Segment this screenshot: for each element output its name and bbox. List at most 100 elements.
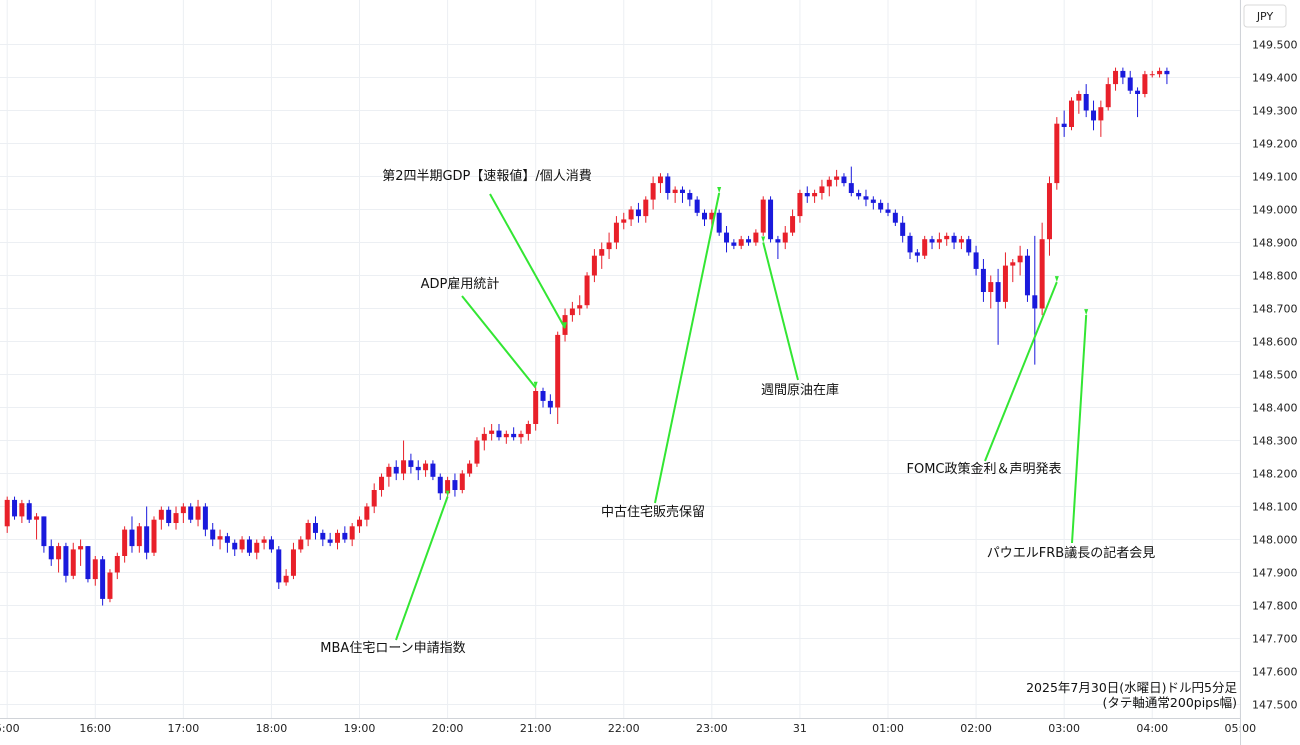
candle xyxy=(1142,70,1148,98)
y-tick-label: 147.700 xyxy=(1252,633,1298,646)
y-tick-label: 148.200 xyxy=(1252,468,1298,481)
candle xyxy=(1017,245,1023,276)
chart-caption-line2: (タテ軸通常200pips幅) xyxy=(1103,695,1237,710)
candle xyxy=(613,216,619,250)
annotation-label: パウエルFRB議長の記者会見 xyxy=(987,545,1155,561)
candle-body xyxy=(694,199,700,213)
candle-body xyxy=(151,519,157,553)
candle-body xyxy=(819,186,825,193)
candle-body xyxy=(1127,77,1133,91)
candle-body xyxy=(848,183,854,193)
candle xyxy=(951,232,957,250)
candle xyxy=(1135,87,1141,118)
candle xyxy=(650,176,656,210)
candle-body xyxy=(878,202,884,210)
candle-body xyxy=(914,252,920,256)
candle-body xyxy=(298,539,304,550)
candle-body xyxy=(503,433,509,438)
annotation-arrowhead xyxy=(717,187,722,193)
candle-body xyxy=(966,239,972,253)
x-tick-label: 20:00 xyxy=(432,722,464,735)
candle xyxy=(408,453,414,474)
candle-body xyxy=(136,526,142,547)
candle xyxy=(195,499,201,527)
candle-body xyxy=(379,476,385,490)
annotation-arrowhead xyxy=(1054,276,1059,283)
candle-body xyxy=(665,176,671,193)
candle xyxy=(1054,117,1060,190)
annotation-arrowhead xyxy=(563,322,568,329)
candle-body xyxy=(19,503,25,517)
candle-body xyxy=(907,235,913,253)
currency-label-box: JPY xyxy=(1243,4,1287,28)
candle xyxy=(1164,67,1170,85)
candle-body xyxy=(1017,255,1023,263)
candle xyxy=(533,387,539,431)
candle xyxy=(423,460,429,477)
candle-body xyxy=(936,239,942,243)
annotation-line xyxy=(461,295,537,389)
candle xyxy=(503,430,509,444)
candle-body xyxy=(246,539,252,553)
y-tick-label: 148.700 xyxy=(1252,303,1298,316)
x-tick-label: 01:00 xyxy=(872,722,904,735)
candle-body xyxy=(892,212,898,223)
candle xyxy=(467,460,473,477)
candle xyxy=(812,189,818,203)
candle xyxy=(1149,70,1155,78)
candle xyxy=(753,229,759,246)
candle xyxy=(826,176,832,197)
candle xyxy=(804,186,810,203)
candle-body xyxy=(812,193,818,197)
candle-body xyxy=(78,546,84,550)
candle xyxy=(56,542,62,573)
annotation-arrowhead xyxy=(533,381,538,388)
candle xyxy=(92,556,98,586)
candle xyxy=(870,196,876,210)
candle-body xyxy=(679,189,685,193)
x-tick-label: 17:00 xyxy=(168,722,200,735)
candle xyxy=(775,235,781,259)
candle-body xyxy=(202,506,208,530)
candle xyxy=(210,523,216,547)
candle xyxy=(122,526,128,563)
candle xyxy=(144,506,150,560)
candle-body xyxy=(364,506,370,520)
y-tick-label: 149.500 xyxy=(1252,39,1298,52)
candle xyxy=(188,503,194,523)
candle-body xyxy=(929,239,935,243)
candle-body xyxy=(1010,262,1016,266)
candle-body xyxy=(657,176,663,184)
candle-body xyxy=(1054,123,1060,184)
candle-body xyxy=(533,391,539,424)
candle xyxy=(878,199,884,213)
candle-body xyxy=(834,176,840,180)
annotation-label: ADP雇用統計 xyxy=(421,276,500,292)
annotation-label: 第2四半期GDP【速報値】/個人消費 xyxy=(382,168,592,184)
candle-body xyxy=(687,193,693,200)
candle-body xyxy=(525,424,531,434)
candle-body xyxy=(386,466,392,477)
candle-body xyxy=(995,282,1001,302)
candle xyxy=(628,206,634,226)
candle-body xyxy=(70,549,76,576)
y-tick-label: 147.500 xyxy=(1252,699,1298,712)
x-tick-label: 02:00 xyxy=(960,722,992,735)
candle-body xyxy=(144,526,150,553)
candle xyxy=(892,209,898,226)
candle-body xyxy=(217,536,223,540)
candle xyxy=(129,516,135,553)
candle xyxy=(863,189,869,207)
candle-body xyxy=(760,199,766,233)
candle xyxy=(665,173,671,200)
candle-body xyxy=(569,308,575,316)
candle xyxy=(988,275,994,309)
candle xyxy=(929,235,935,250)
candle xyxy=(900,216,906,243)
candle xyxy=(48,539,54,566)
candle xyxy=(474,437,480,467)
annotation-line xyxy=(654,192,721,504)
candle-body xyxy=(481,433,487,441)
candle xyxy=(357,516,363,533)
candle xyxy=(914,249,920,263)
